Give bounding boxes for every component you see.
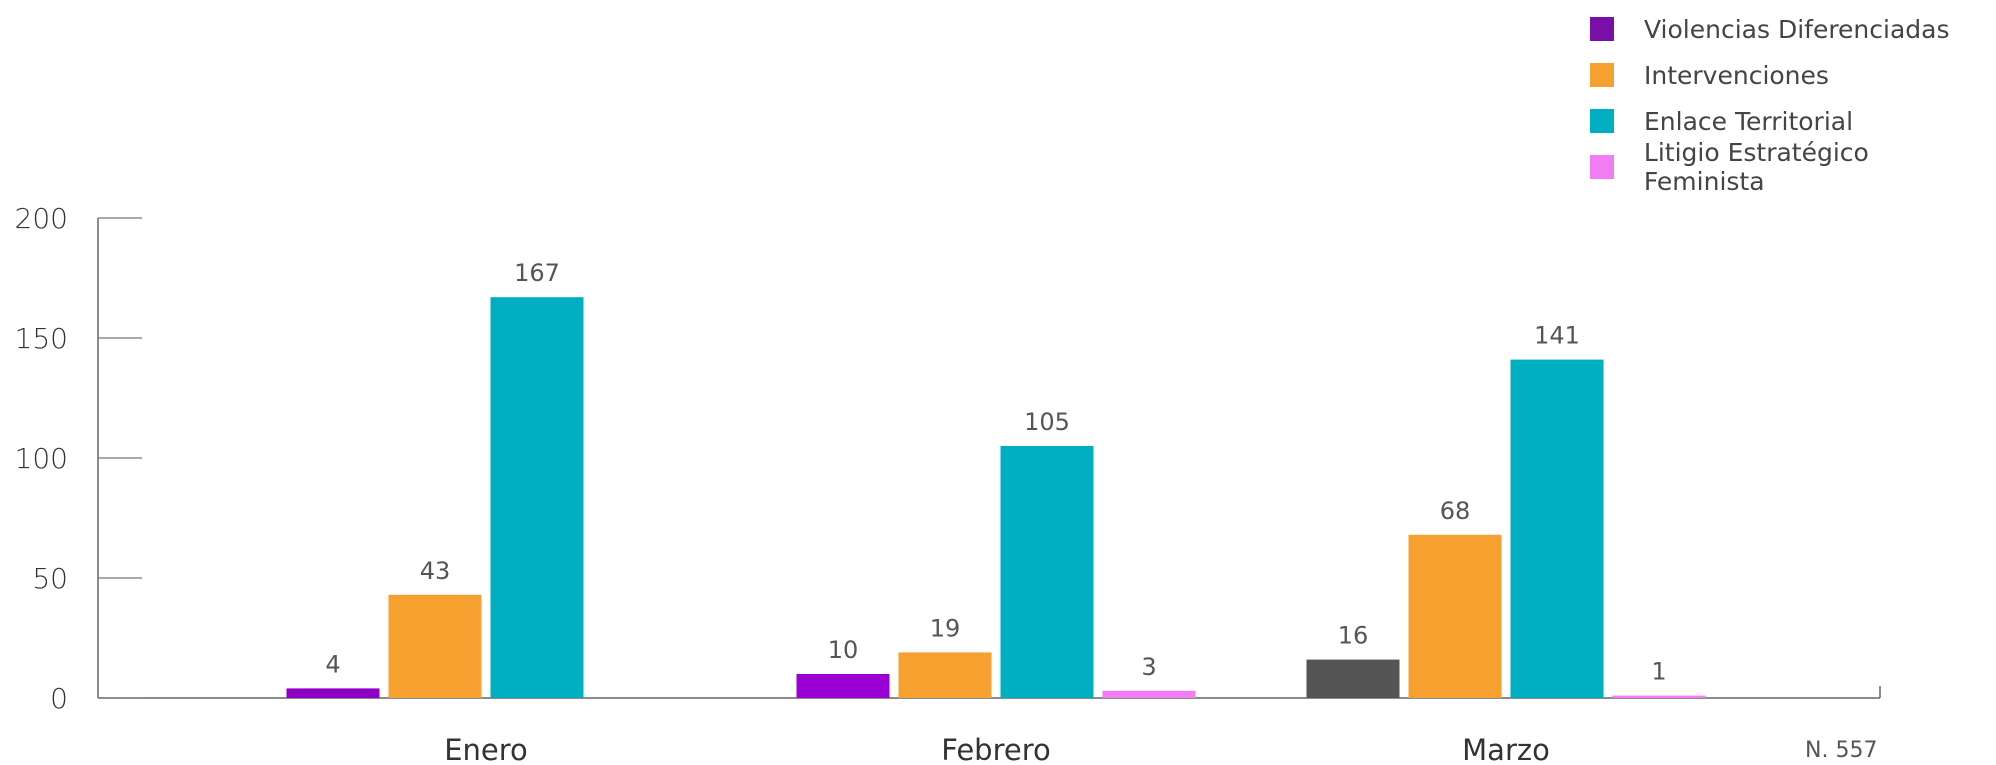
axes: 0 50 100 150 200 Enero Febrero Marzo [15, 202, 1881, 765]
y-tick-label: 50 [32, 562, 68, 595]
legend-swatch [1590, 109, 1614, 133]
data-label: 167 [514, 259, 560, 287]
x-category-label: Marzo [1462, 733, 1550, 765]
data-label: 4 [325, 650, 340, 678]
legend-item-litigio: Litigio Estratégico Feminista [1590, 138, 1996, 196]
bar [388, 594, 482, 698]
data-label: 68 [1440, 497, 1471, 525]
data-label: 43 [420, 557, 451, 585]
legend-swatch [1590, 17, 1614, 41]
legend: Violencias Diferenciadas Intervenciones … [1590, 6, 1996, 196]
y-tick-label: 0 [50, 682, 68, 715]
legend-item-violencias: Violencias Diferenciadas [1590, 6, 1996, 52]
bar [1000, 446, 1094, 698]
x-category-label: Enero [444, 733, 528, 765]
data-label: 10 [828, 636, 859, 664]
legend-swatch [1590, 63, 1614, 87]
bar [1612, 695, 1706, 698]
bar [1306, 659, 1400, 698]
legend-label: Intervenciones [1644, 60, 1829, 90]
legend-swatch [1590, 155, 1614, 179]
data-label: 16 [1338, 622, 1369, 650]
y-tick-label: 100 [15, 442, 68, 475]
legend-label: Litigio Estratégico Feminista [1643, 138, 1869, 196]
data-labels: 4 10 16 43 19 68 167 105 141 3 1 [325, 259, 1666, 685]
legend-item-intervenciones: Intervenciones [1590, 52, 1996, 98]
bar [286, 688, 380, 698]
data-label: 3 [1141, 653, 1156, 681]
legend-item-enlace: Enlace Territorial [1590, 98, 1996, 144]
bar [796, 674, 890, 698]
data-label: 19 [930, 614, 961, 642]
data-label: 105 [1024, 408, 1070, 436]
bar [1408, 534, 1502, 698]
data-label: 1 [1651, 658, 1666, 686]
bar [1102, 690, 1196, 698]
sample-size-note: N. 557 [1805, 738, 1878, 763]
bar [490, 297, 584, 698]
legend-label: Enlace Territorial [1644, 106, 1854, 136]
bar [898, 652, 992, 698]
bar [1510, 359, 1604, 698]
legend-label: Violencias Diferenciadas [1644, 14, 1950, 44]
bars [286, 297, 1706, 698]
data-label: 141 [1534, 322, 1580, 350]
y-tick-label: 150 [15, 322, 68, 355]
x-category-label: Febrero [941, 733, 1051, 765]
y-tick-label: 200 [15, 202, 68, 235]
